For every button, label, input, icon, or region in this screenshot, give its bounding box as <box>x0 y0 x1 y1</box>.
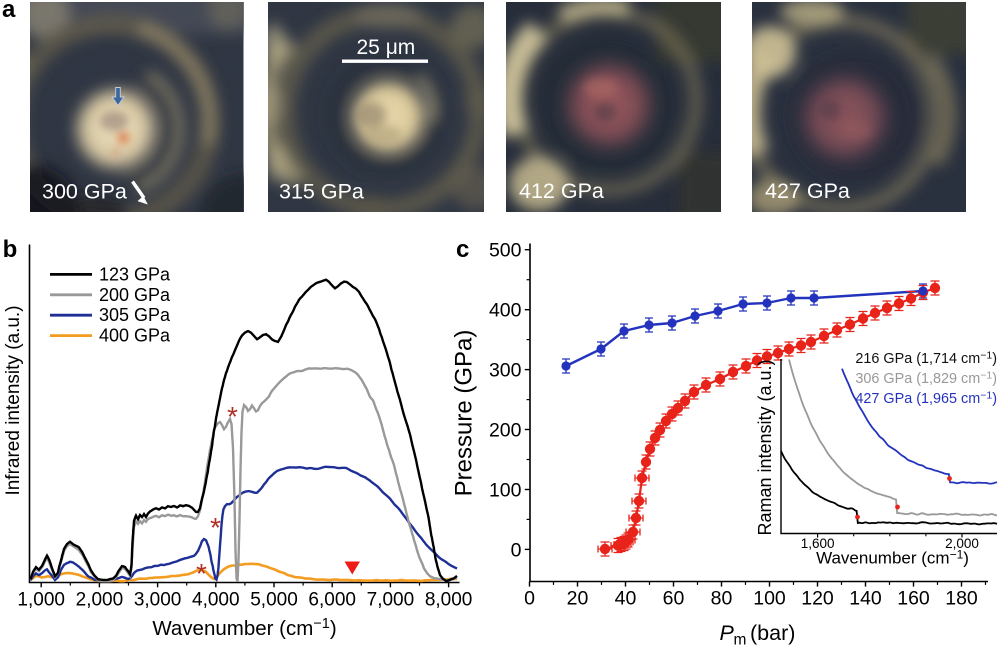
svg-text:Wavenumber (cm−1): Wavenumber (cm−1) <box>152 616 336 640</box>
svg-text:P: P <box>720 621 735 645</box>
svg-text:200 GPa: 200 GPa <box>99 285 171 305</box>
svg-text:3,000: 3,000 <box>134 590 182 611</box>
svg-text:Pressure (GPa): Pressure (GPa) <box>451 330 478 497</box>
svg-text:1,000: 1,000 <box>17 590 65 611</box>
svg-text:2,000: 2,000 <box>76 590 124 611</box>
svg-text:427 GPa (1,965 cm−1): 427 GPa (1,965 cm−1) <box>855 390 997 408</box>
svg-text:100: 100 <box>753 588 786 610</box>
svg-text:*: * <box>196 558 207 589</box>
svg-text:4,000: 4,000 <box>192 590 240 611</box>
svg-text:6,000: 6,000 <box>308 590 356 611</box>
svg-text:100: 100 <box>489 480 522 502</box>
svg-text:40: 40 <box>615 588 637 610</box>
svg-text:0: 0 <box>524 588 535 610</box>
svg-text:2,000: 2,000 <box>945 536 979 551</box>
svg-text:123 GPa: 123 GPa <box>99 264 171 284</box>
svg-text:216 GPa (1,714 cm−1): 216 GPa (1,714 cm−1) <box>855 350 997 368</box>
svg-text:1,600: 1,600 <box>801 536 835 551</box>
svg-text:200: 200 <box>489 420 522 442</box>
svg-text:300: 300 <box>489 360 522 382</box>
svg-text:7,000: 7,000 <box>367 590 415 611</box>
svg-text:300 GPa: 300 GPa <box>42 180 127 204</box>
svg-text:140: 140 <box>849 588 882 610</box>
svg-text:5,000: 5,000 <box>250 590 298 611</box>
svg-text:400 GPa: 400 GPa <box>99 326 171 346</box>
svg-text:60: 60 <box>663 588 685 610</box>
svg-text:*: * <box>210 512 221 543</box>
svg-text:412 GPa: 412 GPa <box>519 179 604 203</box>
svg-text:305 GPa: 305 GPa <box>99 305 171 325</box>
svg-text:400: 400 <box>489 300 522 322</box>
svg-text:(bar): (bar) <box>750 621 795 645</box>
svg-text:120: 120 <box>801 588 834 610</box>
svg-text:315 GPa: 315 GPa <box>279 180 364 204</box>
svg-text:180: 180 <box>945 588 978 610</box>
svg-text:160: 160 <box>897 588 930 610</box>
svg-text:80: 80 <box>711 588 733 610</box>
svg-text:25 μm: 25 μm <box>357 36 416 59</box>
svg-text:Raman intensity (a.u.): Raman intensity (a.u.) <box>755 359 775 535</box>
svg-text:0: 0 <box>511 539 522 561</box>
svg-text:Wavenumber (cm−1): Wavenumber (cm−1) <box>816 548 969 568</box>
svg-text:500: 500 <box>489 240 522 262</box>
svg-text:*: * <box>227 401 238 432</box>
svg-text:8,000: 8,000 <box>425 590 473 611</box>
svg-text:20: 20 <box>567 588 589 610</box>
svg-text:306 GPa (1,829 cm−1): 306 GPa (1,829 cm−1) <box>855 370 997 388</box>
svg-text:Infrared intensity (a.u.): Infrared intensity (a.u.) <box>3 305 24 495</box>
svg-text:m: m <box>734 632 747 646</box>
svg-text:427 GPa: 427 GPa <box>765 179 850 203</box>
